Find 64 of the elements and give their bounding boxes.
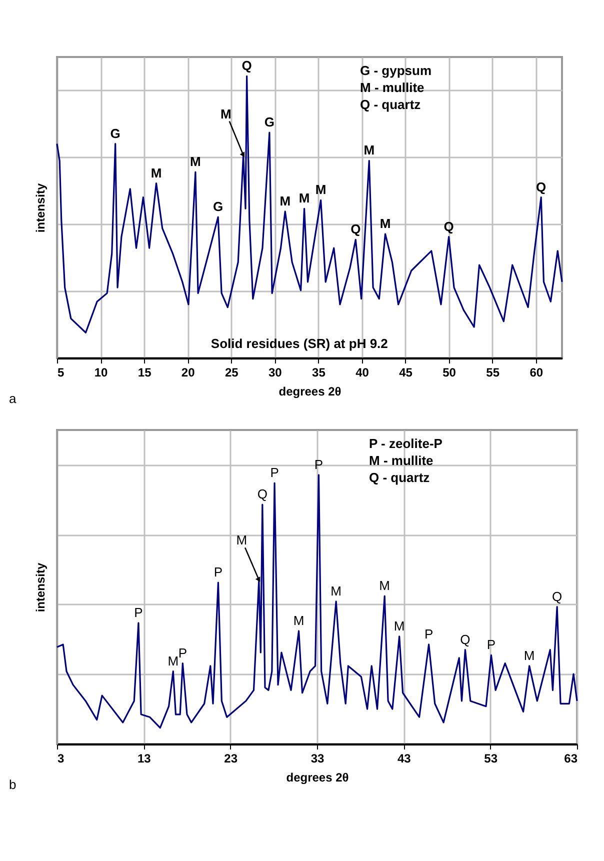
annotation: M	[380, 216, 391, 231]
annotation: Q	[460, 632, 470, 647]
annotation: P	[486, 637, 496, 652]
annotation: M	[168, 653, 179, 668]
x-tick-label: 55	[486, 366, 500, 380]
x-tick-label: 3	[58, 752, 64, 766]
annotation: M	[293, 612, 304, 628]
y-axis-title: intensity	[34, 183, 48, 233]
annotation: G - gypsum	[360, 63, 432, 78]
annotation: M	[330, 583, 342, 598]
annotation: M	[236, 532, 248, 548]
annotation: Q	[444, 218, 454, 234]
annotation: Q	[257, 486, 268, 502]
x-tick-label: 45	[399, 366, 413, 380]
x-axis-title: degrees 2θ	[286, 770, 349, 784]
x-tick-label: 15	[138, 366, 152, 380]
annotation: P	[270, 465, 279, 480]
x-tick-label: 40	[356, 366, 370, 380]
annotation: M	[190, 154, 201, 169]
annotation: M	[280, 193, 291, 208]
annotation: Solid residues (SR) at pH 9.2	[210, 336, 388, 351]
x-tick-label: 53	[484, 752, 498, 766]
annotation: P	[134, 604, 143, 620]
annotation: P	[214, 564, 223, 580]
x-tick-label: 10	[94, 366, 108, 380]
annotation: P	[424, 626, 434, 642]
annotation: Q	[350, 222, 361, 237]
x-tick-label: 30	[268, 366, 282, 380]
text: b	[9, 777, 16, 792]
x-tick-label: 63	[564, 752, 578, 766]
annotation: M	[220, 106, 232, 122]
annotation: Q	[552, 588, 562, 604]
x-tick-label: 50	[442, 366, 456, 380]
x-tick-label: 35	[312, 366, 326, 380]
annotation: G	[264, 114, 275, 130]
x-tick-label: 60	[530, 366, 544, 380]
x-tick-label: 5	[58, 366, 64, 380]
x-axis-title: degrees 2θ	[278, 384, 342, 398]
annotation: M	[150, 165, 162, 180]
annotation: M	[524, 648, 535, 663]
annotation: Q - quartz	[360, 97, 422, 112]
annotation: Q - quartz	[369, 470, 430, 485]
text: M - mullite	[369, 453, 434, 468]
annotation: G	[110, 126, 120, 141]
annotation: M - mullite	[360, 80, 424, 95]
annotation: G	[213, 199, 224, 214]
annotation: P	[314, 456, 324, 472]
x-tick-label: 43	[397, 752, 412, 766]
x-tick-label: 13	[137, 752, 152, 766]
x-tick-label: 23	[224, 752, 238, 766]
annotation: P	[178, 645, 188, 660]
x-tick-label: 33	[310, 752, 324, 766]
x-tick-label: 25	[224, 366, 239, 380]
annotation: M	[394, 618, 405, 634]
text: P - zeolite-P	[369, 436, 443, 451]
annotation: M	[364, 142, 375, 158]
text: a	[9, 391, 17, 406]
y-axis-title: intensity	[34, 562, 48, 612]
annotation: Q	[536, 179, 546, 194]
annotation: Q	[242, 58, 252, 74]
annotation: M	[379, 578, 390, 594]
annotation: M	[298, 190, 310, 206]
x-tick-label: 20	[181, 366, 196, 380]
annotation: M	[315, 182, 326, 198]
